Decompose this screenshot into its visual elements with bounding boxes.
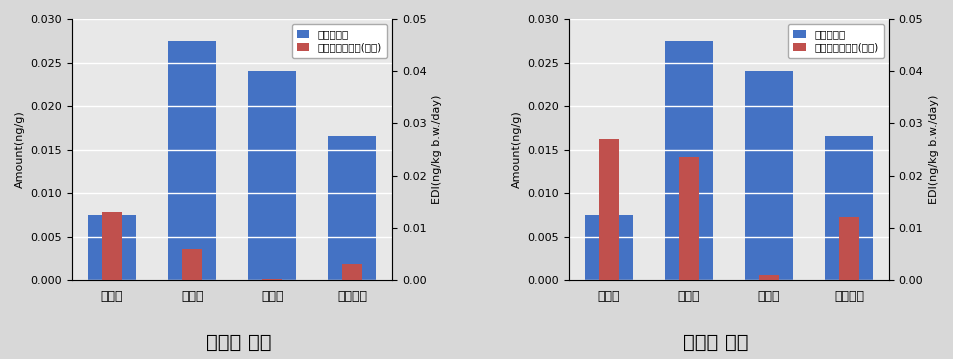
Y-axis label: EDI(ng/kg b.w./day): EDI(ng/kg b.w./day): [432, 95, 442, 204]
Bar: [824, 136, 872, 280]
Bar: [88, 215, 136, 280]
Bar: [262, 279, 282, 280]
Y-axis label: Amount(ng/g): Amount(ng/g): [15, 111, 25, 188]
Legend: 평균오염도, 일일인체노출량(극단): 평균오염도, 일일인체노출량(극단): [787, 24, 882, 58]
Bar: [744, 71, 792, 280]
Bar: [664, 41, 712, 280]
Bar: [328, 136, 376, 280]
Bar: [678, 157, 698, 280]
Y-axis label: EDI(ng/kg b.w./day): EDI(ng/kg b.w./day): [928, 95, 938, 204]
Bar: [758, 275, 778, 280]
Legend: 평균오염도, 일일인체노출량(평균): 평균오염도, 일일인체노출량(평균): [292, 24, 387, 58]
Bar: [168, 41, 216, 280]
Bar: [248, 71, 296, 280]
Y-axis label: Amount(ng/g): Amount(ng/g): [511, 111, 521, 188]
Bar: [838, 218, 858, 280]
Bar: [342, 264, 362, 280]
Bar: [182, 249, 202, 280]
Bar: [102, 212, 122, 280]
Bar: [598, 139, 618, 280]
Text: 전연령 평균: 전연령 평균: [206, 333, 271, 352]
Text: 전연령 극단: 전연령 극단: [682, 333, 747, 352]
Bar: [584, 215, 632, 280]
